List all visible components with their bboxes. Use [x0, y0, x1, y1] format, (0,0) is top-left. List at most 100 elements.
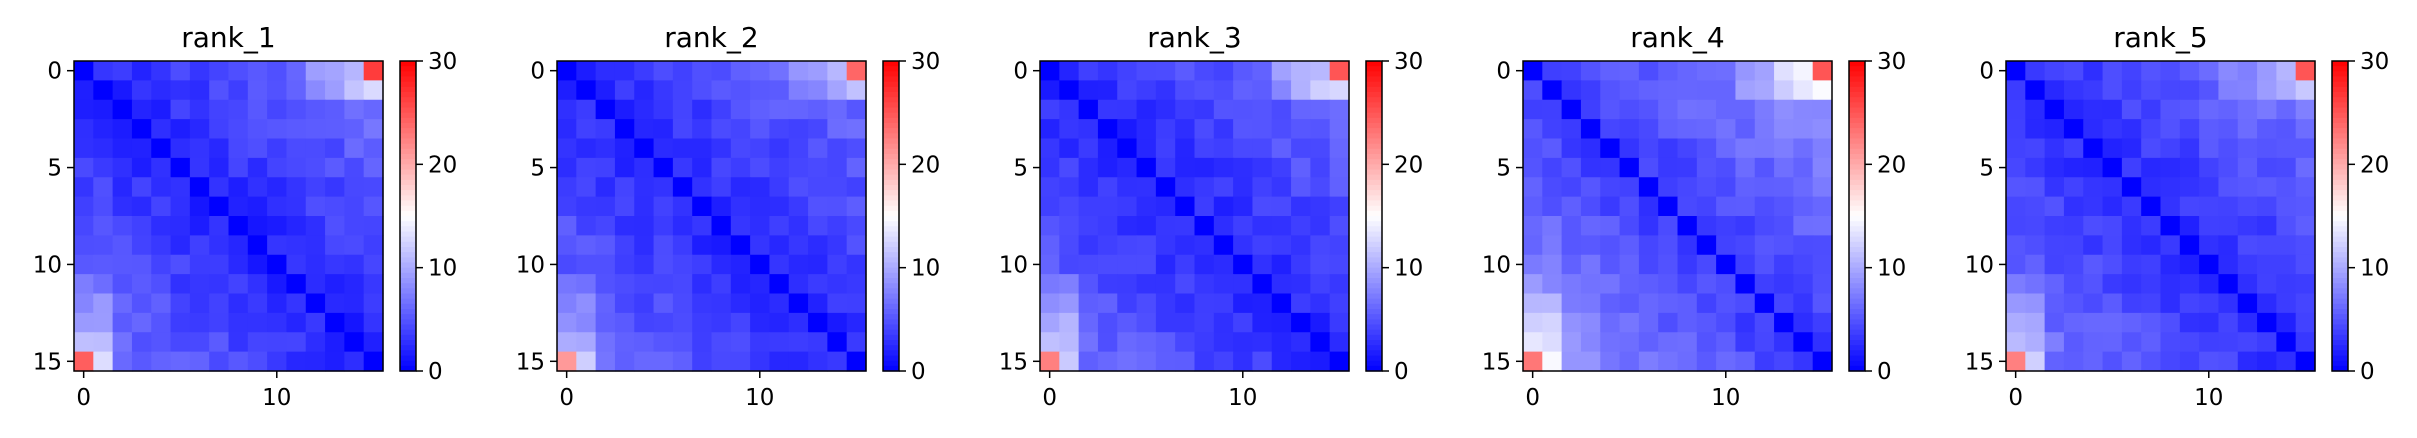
heatmap-cell: [228, 312, 249, 333]
heatmap-cell: [1638, 177, 1659, 198]
heatmap-cell: [1136, 177, 1157, 198]
heatmap-cell: [1271, 196, 1292, 217]
heatmap-cell: [1252, 293, 1273, 314]
heatmap-cell: [2218, 138, 2239, 159]
heatmap-cell: [769, 332, 790, 353]
heatmap-cell: [1136, 254, 1157, 275]
heatmap-cell: [1291, 61, 1311, 81]
heatmap-cell: [1233, 235, 1254, 256]
colorbar-frame: [399, 60, 417, 372]
heatmap-cell: [1329, 351, 1350, 372]
colorbar-segment: [1366, 236, 1382, 243]
colorbar-segment: [400, 267, 416, 274]
heatmap-cell: [2044, 235, 2065, 256]
heatmap-cell: [557, 274, 577, 295]
colorbar-tick-label: 20: [911, 152, 940, 178]
heatmap-cell: [2141, 254, 2162, 275]
heatmap-cell: [2025, 235, 2046, 256]
colorbar-segment: [1849, 272, 1865, 279]
heatmap-cell: [1619, 138, 1640, 159]
colorbar-segment: [2332, 236, 2348, 243]
heatmap-cell: [595, 312, 616, 333]
heatmap-cell: [1658, 235, 1679, 256]
heatmap-cell: [730, 157, 751, 178]
heatmap-cell: [131, 332, 152, 353]
heatmap-cell: [1600, 235, 1621, 256]
colorbar-segment: [883, 86, 899, 93]
heatmap-cell: [2199, 157, 2220, 178]
heatmap-cell: [692, 332, 713, 353]
heatmap-cell: [1600, 216, 1621, 236]
heatmap-cell: [769, 254, 790, 275]
heatmap-cell: [1175, 119, 1196, 140]
colorbar-segment: [400, 350, 416, 357]
heatmap-cell: [131, 99, 152, 120]
heatmap-cell: [2141, 157, 2162, 178]
colorbar-segment: [883, 112, 899, 119]
heatmap-cell: [2237, 138, 2258, 159]
colorbar-segment: [883, 252, 899, 258]
heatmap-cell: [1812, 274, 1833, 295]
y-tick-label: 10: [999, 252, 1028, 278]
heatmap-cell: [1310, 99, 1331, 120]
colorbar-segment: [2332, 143, 2348, 150]
heatmap-cell: [846, 80, 867, 101]
colorbar-segment: [2332, 86, 2348, 93]
heatmap-cell: [325, 99, 345, 120]
heatmap-cell: [189, 235, 210, 256]
heatmap-cell: [112, 216, 133, 236]
heatmap-cell: [634, 80, 655, 101]
colorbar-segment: [2332, 272, 2348, 279]
heatmap-cell: [2179, 99, 2200, 120]
heatmap-cell: [827, 312, 848, 333]
heatmap-cell: [2044, 80, 2065, 101]
heatmap-cell: [2063, 332, 2084, 353]
heatmap-cell: [2237, 332, 2258, 353]
heatmap-cell: [1194, 235, 1215, 256]
heatmap-cell: [305, 157, 326, 178]
colorbar-tick-label: 10: [428, 256, 457, 282]
heatmap-cell: [1542, 177, 1563, 198]
heatmap-cell: [1136, 138, 1157, 159]
heatmap-cell: [1059, 254, 1080, 275]
heatmap-cell: [2276, 351, 2297, 372]
colorbar-segment: [400, 247, 416, 253]
heatmap-cell: [1600, 332, 1621, 353]
heatmap-cell: [711, 119, 732, 140]
heatmap-cell: [557, 332, 577, 353]
heatmap-cell: [1155, 216, 1176, 236]
colorbar-segment: [400, 179, 416, 186]
colorbar-segment: [1366, 324, 1382, 331]
heatmap-cell: [2199, 254, 2220, 275]
colorbar-segment: [1366, 293, 1382, 300]
heatmap-cell: [653, 157, 674, 178]
colorbar-segment: [1849, 221, 1865, 227]
heatmap-cell: [634, 312, 655, 333]
heatmap-cell: [1291, 216, 1311, 236]
heatmap-cell: [325, 61, 345, 81]
heatmap-cell: [1233, 254, 1254, 275]
heatmap-cell: [1194, 254, 1215, 275]
y-tick-label: 5: [47, 156, 62, 182]
heatmap-cell: [846, 119, 867, 140]
heatmap-cell: [808, 274, 828, 295]
heatmap-cell: [2295, 312, 2316, 333]
heatmap-cell: [2276, 99, 2297, 120]
heatmap-cell: [1291, 80, 1311, 101]
heatmap-cell: [1155, 138, 1176, 159]
colorbar-segment: [2332, 247, 2348, 253]
heatmap-cell: [2257, 254, 2277, 275]
heatmap-cell: [614, 177, 635, 198]
heatmap-cell: [653, 99, 674, 120]
heatmap-cell: [1291, 312, 1311, 333]
heatmap-cell: [788, 99, 809, 120]
colorbar-segment: [400, 319, 416, 326]
heatmap-cell: [131, 177, 152, 198]
heatmap-cell: [1696, 312, 1717, 333]
heatmap-cell: [827, 157, 848, 178]
heatmap-cell: [788, 254, 809, 275]
heatmap-cell: [653, 119, 674, 140]
colorbar-segment: [400, 190, 416, 196]
heatmap-cell: [74, 216, 94, 236]
